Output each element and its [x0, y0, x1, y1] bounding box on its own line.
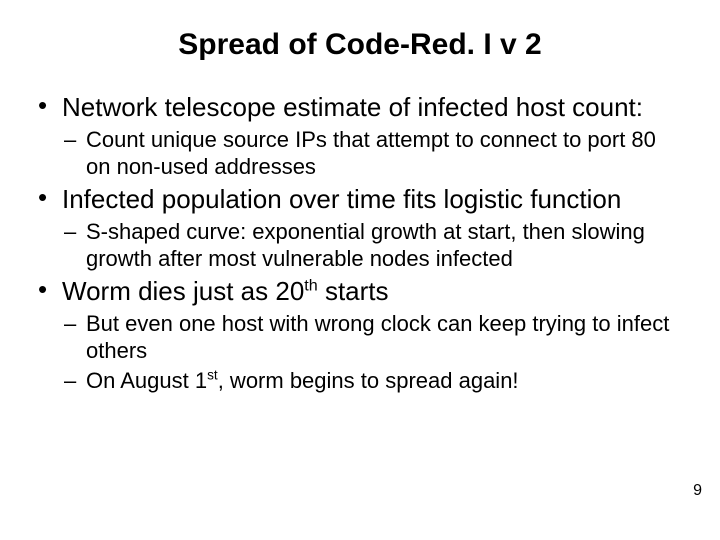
sub-bullet-item: S-shaped curve: exponential growth at st… [62, 219, 686, 272]
bullet-text: Worm dies just as 20th starts [62, 276, 686, 307]
sub-bullet-list: S-shaped curve: exponential growth at st… [62, 219, 686, 272]
bullet-text: Network telescope estimate of infected h… [62, 92, 686, 123]
slide: Spread of Code-Red. I v 2 Network telesc… [0, 0, 720, 540]
sub-bullet-item: But even one host with wrong clock can k… [62, 311, 686, 364]
sub-bullet-list: Count unique source IPs that attempt to … [62, 127, 686, 180]
sub-bullet-item: Count unique source IPs that attempt to … [62, 127, 686, 180]
bullet-text: Infected population over time fits logis… [62, 184, 686, 215]
sub-bullet-text: On August 1st, worm begins to spread aga… [86, 368, 686, 394]
sub-bullet-list: But even one host with wrong clock can k… [62, 311, 686, 394]
sub-bullet-text: But even one host with wrong clock can k… [86, 311, 686, 364]
sub-bullet-item: On August 1st, worm begins to spread aga… [62, 368, 686, 394]
page-number: 9 [693, 482, 702, 500]
slide-title: Spread of Code-Red. I v 2 [34, 28, 686, 62]
bullet-list: Network telescope estimate of infected h… [34, 92, 686, 394]
bullet-item: Network telescope estimate of infected h… [34, 92, 686, 180]
bullet-item: Worm dies just as 20th starts But even o… [34, 276, 686, 394]
sub-bullet-text: Count unique source IPs that attempt to … [86, 127, 686, 180]
bullet-item: Infected population over time fits logis… [34, 184, 686, 272]
sub-bullet-text: S-shaped curve: exponential growth at st… [86, 219, 686, 272]
